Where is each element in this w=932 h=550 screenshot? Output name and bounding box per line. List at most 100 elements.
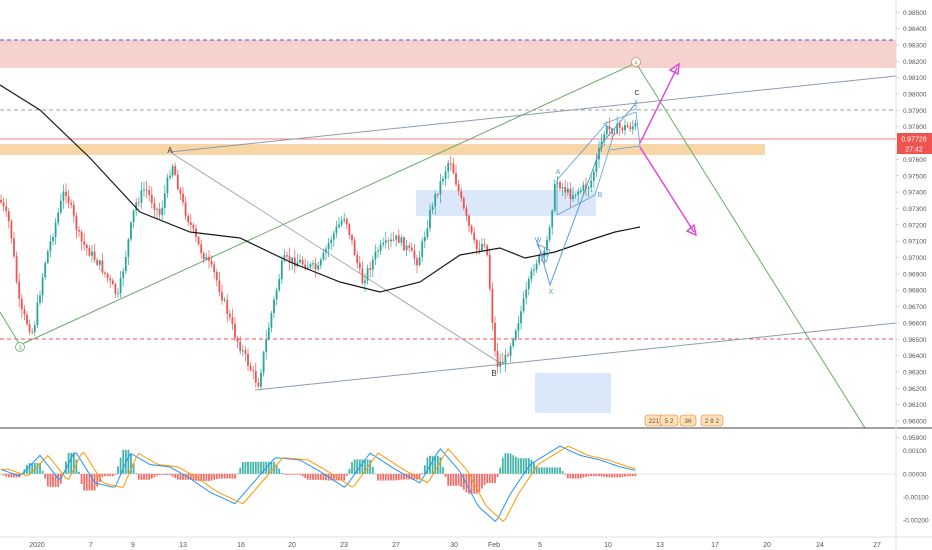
- candle-body: [397, 235, 400, 243]
- candle-body: [200, 244, 203, 254]
- price-tick-label: 0.96100: [903, 402, 927, 409]
- candle-body: [62, 191, 65, 201]
- oscillator-histogram-bar: [111, 473, 114, 477]
- oscillator-histogram-bar: [371, 466, 374, 474]
- candle-body: [288, 256, 291, 263]
- oscillator-histogram-bar: [566, 473, 569, 479]
- candle-body: [78, 229, 80, 232]
- candle-body: [338, 224, 340, 227]
- oscillator-histogram-bar: [499, 467, 502, 474]
- candle-body: [501, 361, 504, 364]
- candle-body: [384, 240, 387, 243]
- candle-body: [65, 191, 67, 197]
- candle-body: [624, 125, 626, 131]
- oscillator-histogram-bar: [257, 461, 260, 474]
- candle-body: [491, 288, 494, 323]
- oscillator-histogram-bar: [182, 473, 184, 480]
- candle-body: [83, 241, 86, 245]
- price-axis[interactable]: 0.98500 0.98400 0.98300 0.98200 0.98100 0.980…: [896, 10, 927, 442]
- candle-body: [369, 268, 372, 270]
- candle-body: [587, 187, 590, 190]
- event-badge-1[interactable]: 221: [649, 418, 660, 425]
- candle-body: [616, 123, 619, 134]
- oscillator-histogram-bar: [200, 473, 203, 481]
- oscillator-histogram-bar: [145, 473, 148, 480]
- candle-body: [23, 309, 26, 315]
- candle-body: [104, 272, 106, 274]
- oscillator-histogram-bar: [130, 453, 132, 474]
- candle-body: [244, 350, 247, 354]
- candle-body: [161, 207, 164, 215]
- oscillator-histogram-bar: [491, 473, 494, 484]
- candle-body: [148, 190, 151, 195]
- candle-body: [15, 256, 18, 282]
- candle-body: [356, 255, 359, 264]
- candle-body: [379, 244, 382, 251]
- event-badges[interactable]: 221 5 2 36 2 8 2: [644, 414, 724, 427]
- oscillator-histogram-bar: [117, 466, 119, 474]
- oscillator-tick-label: 0.00000: [903, 471, 927, 478]
- candle-body: [221, 292, 223, 301]
- price-tick-label: 0.97300: [903, 206, 927, 213]
- candle-body: [145, 189, 148, 191]
- candle-body: [520, 311, 522, 324]
- candle-body: [595, 159, 598, 172]
- oscillator-histogram-bar: [478, 473, 481, 492]
- oscillator-histogram-bar: [101, 473, 104, 478]
- event-badge-4[interactable]: 2 8 2: [705, 418, 720, 425]
- candle-body: [470, 225, 473, 233]
- oscillator-histogram-bar: [353, 459, 356, 474]
- oscillator-histogram-bar: [135, 473, 138, 474]
- candle-body: [241, 350, 244, 352]
- oscillator-histogram-bar: [514, 456, 517, 474]
- candle-body: [577, 191, 580, 195]
- candle-body: [28, 324, 31, 332]
- candle-body: [101, 260, 104, 273]
- trendline-diagonal: [169, 151, 501, 364]
- countdown-label: 27:42: [905, 147, 923, 154]
- oscillator-histogram-bar: [512, 455, 515, 474]
- candle-body: [54, 222, 57, 237]
- oscillator-histogram-bar: [36, 462, 39, 474]
- oscillator-histogram-bar: [579, 473, 582, 479]
- oscillator-histogram-bar: [208, 473, 210, 481]
- candle-body: [252, 370, 255, 372]
- candle-body: [215, 272, 218, 281]
- oscillator-histogram-bar: [119, 457, 122, 474]
- candle-body: [187, 216, 190, 223]
- channel-left-edge: [0, 311, 21, 346]
- event-badge-2[interactable]: 5 2: [664, 418, 673, 425]
- oscillator-histogram-bar: [553, 467, 556, 474]
- oscillator-line-blue: [0, 445, 636, 522]
- oscillator-histogram-bar: [192, 473, 195, 481]
- oscillator-histogram-bar: [210, 473, 213, 481]
- candle-body: [481, 244, 483, 251]
- oscillator-axis[interactable]: 0.00100 0.00000 -0.00100 -0.00200: [903, 448, 929, 524]
- candle-body: [322, 252, 325, 260]
- price-tick-label: 0.96700: [903, 304, 927, 311]
- candle-body: [218, 280, 221, 293]
- oscillator-histogram-bar: [392, 473, 395, 481]
- candle-body: [561, 187, 564, 189]
- price-tick-label: 0.98100: [903, 75, 927, 82]
- oscillator-line-orange: [1, 445, 636, 522]
- oscillator-histogram-bar: [270, 461, 273, 474]
- oscillator-histogram-bar: [379, 473, 382, 481]
- candle-body: [267, 327, 270, 340]
- oscillator-histogram-bar: [423, 465, 426, 474]
- candle-body: [98, 260, 101, 265]
- trendline-upper: [169, 75, 897, 153]
- candle-body: [592, 171, 595, 181]
- event-badge-3[interactable]: 36: [684, 418, 692, 425]
- oscillator-histogram-bar: [626, 473, 629, 477]
- candle-body: [49, 241, 52, 252]
- oscillator-histogram-bar: [54, 473, 57, 487]
- oscillator-histogram-bar: [314, 473, 317, 480]
- candle-body: [124, 256, 127, 272]
- oscillator-histogram-bar: [2, 473, 5, 476]
- time-axis[interactable]: 2020 7 9 13 16 20 23 27 30 Feb 5 10 13 17 20 24 27: [29, 542, 881, 549]
- candle-body: [553, 183, 556, 211]
- price-tick-label: 0.96500: [903, 337, 927, 344]
- candle-body: [473, 232, 476, 241]
